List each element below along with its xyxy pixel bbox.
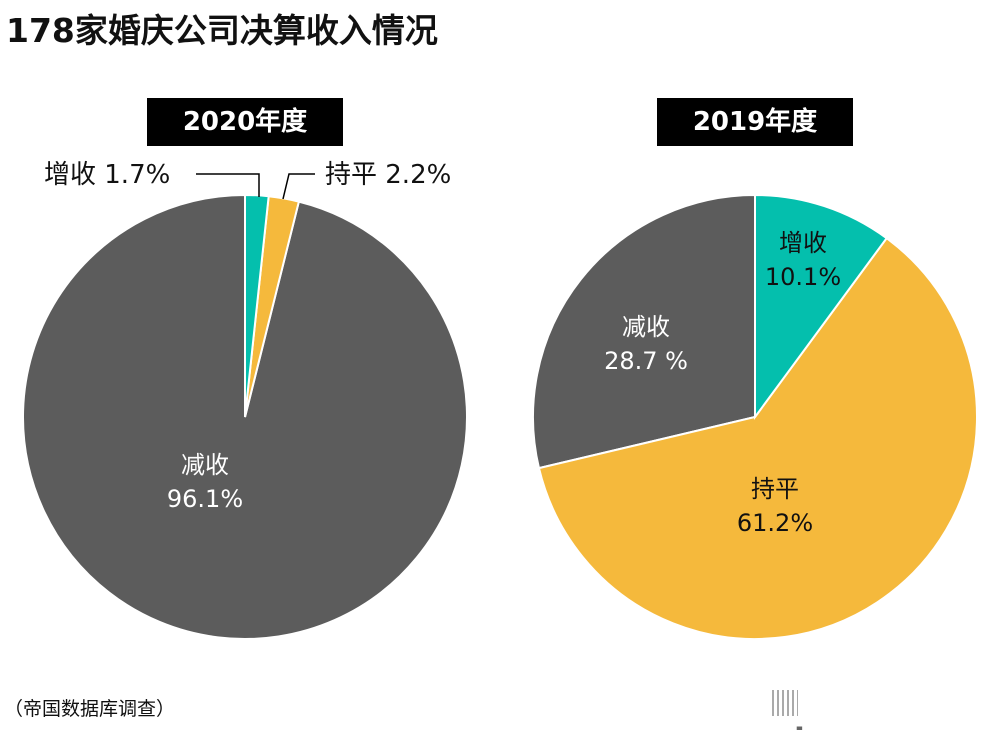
- pie-2020-title: 2020年度: [147, 98, 343, 146]
- pie-slice-2020年度-增收: [244, 193, 270, 418]
- leader-line-flat-2020: [282, 173, 315, 200]
- pie-slice-2019年度-持平: [537, 236, 978, 641]
- logo-bars-icon: [772, 690, 798, 716]
- label-flat-2020: 持平 2.2%: [325, 160, 452, 190]
- label-decrease-2020: 减收 96.1%: [150, 448, 260, 516]
- label-increase-2019-value: 10.1%: [764, 263, 842, 291]
- label-increase-2020: 增收 1.7%: [44, 160, 171, 190]
- label-increase-2019: 增收 10.1%: [748, 226, 858, 294]
- leader-line-increase-2020: [196, 173, 260, 197]
- label-flat-2019: 持平 61.2%: [720, 472, 830, 540]
- pie-slice-2019年度-增收: [754, 193, 889, 421]
- label-increase-2019-name: 增收: [779, 229, 827, 257]
- pie-slice-2019年度-减收: [532, 193, 756, 470]
- label-decrease-2019-value: 28.7 %: [604, 347, 688, 375]
- label-decrease-2020-value: 96.1%: [166, 485, 244, 513]
- label-flat-2019-value: 61.2%: [736, 509, 814, 537]
- label-decrease-2020-name: 减收: [181, 451, 229, 479]
- source-note: （帝国数据库调查）: [4, 698, 176, 720]
- nippon-logo: nippon.com: [772, 686, 1000, 730]
- label-decrease-2019-name: 减收: [622, 313, 670, 341]
- label-decrease-2019: 减收 28.7 %: [586, 310, 706, 378]
- chart-title: 178家婚庆公司决算收入情况: [6, 11, 438, 50]
- pie-2019-title: 2019年度: [657, 98, 853, 146]
- label-flat-2019-name: 持平: [751, 475, 799, 503]
